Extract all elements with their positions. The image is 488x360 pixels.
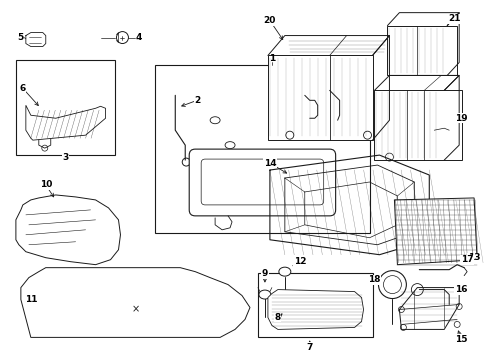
FancyBboxPatch shape: [189, 149, 335, 216]
Text: ×: ×: [131, 305, 139, 315]
Ellipse shape: [278, 267, 290, 276]
Text: 9: 9: [261, 269, 267, 278]
Bar: [258, 273, 372, 337]
Text: 17: 17: [460, 255, 472, 264]
Text: 18: 18: [367, 275, 380, 284]
Text: 20: 20: [263, 16, 276, 25]
Text: 10: 10: [40, 180, 52, 189]
Text: 4: 4: [135, 33, 142, 42]
Text: 8: 8: [274, 313, 281, 322]
Text: 5: 5: [18, 33, 24, 42]
Text: 1: 1: [268, 54, 274, 63]
Bar: [16, 60, 115, 155]
Text: 3: 3: [62, 153, 69, 162]
Ellipse shape: [224, 141, 235, 149]
Polygon shape: [26, 105, 105, 140]
Text: 13: 13: [467, 253, 479, 262]
Text: 11: 11: [24, 295, 37, 304]
Text: 15: 15: [454, 335, 467, 344]
Polygon shape: [21, 268, 249, 337]
Text: 21: 21: [447, 14, 460, 23]
Bar: [155, 66, 369, 233]
Text: 14: 14: [263, 158, 276, 167]
Bar: [374, 90, 461, 160]
Bar: [386, 26, 456, 75]
Ellipse shape: [259, 290, 270, 299]
Text: 2: 2: [194, 96, 200, 105]
Text: 6: 6: [20, 84, 26, 93]
Ellipse shape: [210, 117, 220, 124]
Text: 12: 12: [293, 257, 305, 266]
Text: 16: 16: [454, 285, 467, 294]
Bar: [267, 55, 372, 140]
Polygon shape: [16, 195, 120, 265]
Polygon shape: [267, 289, 363, 329]
Text: 7: 7: [306, 343, 312, 352]
Text: 19: 19: [454, 114, 467, 123]
Polygon shape: [394, 198, 476, 265]
